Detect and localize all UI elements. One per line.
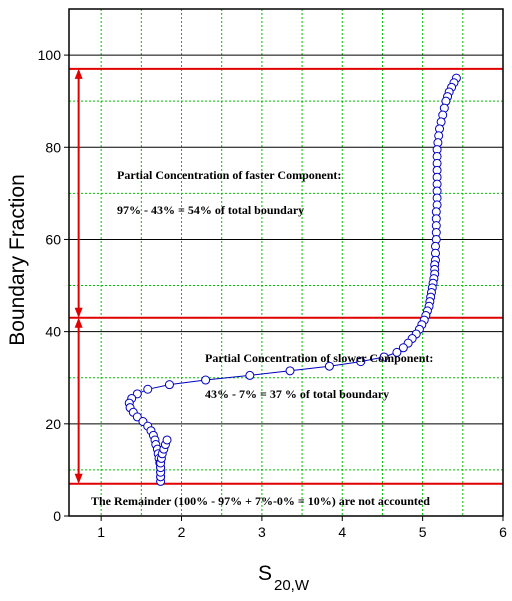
boundary-arrows (74, 68, 83, 484)
arrow-head (74, 317, 83, 328)
data-point (285, 366, 295, 376)
data-point (164, 380, 174, 390)
y-tick-label: 20 (45, 416, 61, 432)
y-axis-label: Boundary Fraction (6, 174, 29, 346)
x-axis-label: S (258, 562, 272, 585)
series-line (128, 77, 457, 482)
data-point (201, 375, 211, 385)
x-tick-label: 2 (178, 524, 186, 540)
data-point (356, 357, 366, 367)
y-tick-label: 40 (45, 324, 61, 340)
data-point (324, 361, 334, 371)
arrow-head (74, 473, 83, 484)
reference-lines (69, 67, 503, 485)
annotation-faster-value: 97% - 43% = 54% of total boundary (117, 203, 304, 217)
data-point (379, 352, 389, 362)
annotation-slower-value: 43% - 7% = 37 % of total boundary (205, 387, 389, 401)
y-tick-label: 100 (38, 47, 62, 63)
x-tick-label: 4 (338, 524, 346, 540)
data-point (392, 347, 402, 357)
x-tick-label: 5 (419, 524, 427, 540)
y-tick-label: 60 (45, 231, 61, 247)
arrow-head (74, 68, 83, 79)
annotation-remainder: The Remainder (100% - 97% + 7%-0% = 10%)… (91, 494, 430, 508)
data-point (162, 435, 172, 445)
data-point (143, 384, 153, 394)
y-tick-label: 80 (45, 139, 61, 155)
data-point (245, 370, 255, 380)
y-tick-label: 0 (53, 508, 61, 524)
x-tick-label: 6 (499, 524, 507, 540)
annotation-slower-title: Partial Concentration of slower Componen… (205, 351, 433, 365)
arrow-head (74, 307, 83, 318)
x-tick-label: 1 (97, 524, 105, 540)
x-axis-label-subscript: 20,W (274, 577, 310, 594)
grid-lines (69, 9, 503, 516)
annotation-faster-title: Partial Concentration of faster Componen… (117, 168, 341, 182)
x-tick-label: 3 (258, 524, 266, 540)
data-series (124, 73, 461, 486)
plot-frame (68, 8, 504, 517)
data-point (398, 343, 408, 353)
